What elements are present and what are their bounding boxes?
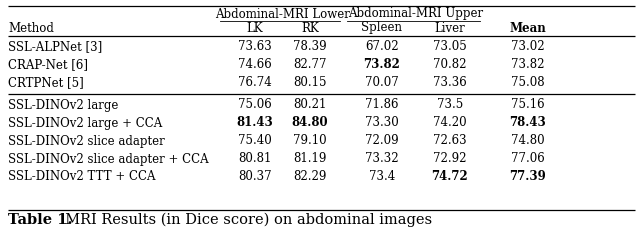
Text: 81.43: 81.43	[237, 117, 273, 129]
Text: 75.40: 75.40	[238, 135, 272, 147]
Text: 73.82: 73.82	[364, 58, 401, 72]
Text: 75.06: 75.06	[238, 99, 272, 111]
Text: 73.82: 73.82	[511, 58, 545, 72]
Text: 73.36: 73.36	[433, 77, 467, 89]
Text: 74.20: 74.20	[433, 117, 467, 129]
Text: CRTPNet [5]: CRTPNet [5]	[8, 77, 84, 89]
Text: 71.86: 71.86	[365, 99, 399, 111]
Text: 74.80: 74.80	[511, 135, 545, 147]
Text: 70.82: 70.82	[433, 58, 467, 72]
Text: 74.72: 74.72	[431, 171, 468, 183]
Text: SSL-DINOv2 large: SSL-DINOv2 large	[8, 99, 118, 111]
Text: 80.15: 80.15	[293, 77, 327, 89]
Text: 75.16: 75.16	[511, 99, 545, 111]
Text: SSL-DINOv2 slice adapter + CCA: SSL-DINOv2 slice adapter + CCA	[8, 153, 209, 165]
Text: 72.92: 72.92	[433, 153, 467, 165]
Text: 80.21: 80.21	[293, 99, 326, 111]
Text: SSL-DINOv2 large + CCA: SSL-DINOv2 large + CCA	[8, 117, 163, 129]
Text: SSL-DINOv2 TTT + CCA: SSL-DINOv2 TTT + CCA	[8, 171, 156, 183]
Text: 82.77: 82.77	[293, 58, 327, 72]
Text: Abdominal-MRI Upper: Abdominal-MRI Upper	[348, 7, 484, 21]
Text: 74.66: 74.66	[238, 58, 272, 72]
Text: RK: RK	[301, 22, 319, 34]
Text: 84.80: 84.80	[292, 117, 328, 129]
Text: 78.39: 78.39	[293, 40, 327, 54]
Text: Method: Method	[8, 22, 54, 34]
Text: 67.02: 67.02	[365, 40, 399, 54]
Text: Abdominal-MRI Lower: Abdominal-MRI Lower	[215, 7, 350, 21]
Text: 73.5: 73.5	[437, 99, 463, 111]
Text: SSL-ALPNet [3]: SSL-ALPNet [3]	[8, 40, 102, 54]
Text: 73.32: 73.32	[365, 153, 399, 165]
Text: 72.09: 72.09	[365, 135, 399, 147]
Text: 80.37: 80.37	[238, 171, 272, 183]
Text: MRI Results (in Dice score) on abdominal images: MRI Results (in Dice score) on abdominal…	[56, 213, 432, 227]
Text: 73.63: 73.63	[238, 40, 272, 54]
Text: 76.74: 76.74	[238, 77, 272, 89]
Text: 79.10: 79.10	[293, 135, 327, 147]
Text: 77.39: 77.39	[509, 171, 547, 183]
Text: 81.19: 81.19	[293, 153, 326, 165]
Text: 75.08: 75.08	[511, 77, 545, 89]
Text: Table 1.: Table 1.	[8, 213, 72, 227]
Text: 77.06: 77.06	[511, 153, 545, 165]
Text: 82.29: 82.29	[293, 171, 326, 183]
Text: 73.4: 73.4	[369, 171, 395, 183]
Text: Mean: Mean	[509, 22, 547, 34]
Text: Spleen: Spleen	[362, 22, 403, 34]
Text: 80.81: 80.81	[238, 153, 272, 165]
Text: 72.63: 72.63	[433, 135, 467, 147]
Text: 73.05: 73.05	[433, 40, 467, 54]
Text: 73.30: 73.30	[365, 117, 399, 129]
Text: CRAP-Net [6]: CRAP-Net [6]	[8, 58, 88, 72]
Text: 73.02: 73.02	[511, 40, 545, 54]
Text: LK: LK	[246, 22, 263, 34]
Text: Liver: Liver	[435, 22, 465, 34]
Text: 78.43: 78.43	[509, 117, 547, 129]
Text: 70.07: 70.07	[365, 77, 399, 89]
Text: SSL-DINOv2 slice adapter: SSL-DINOv2 slice adapter	[8, 135, 164, 147]
